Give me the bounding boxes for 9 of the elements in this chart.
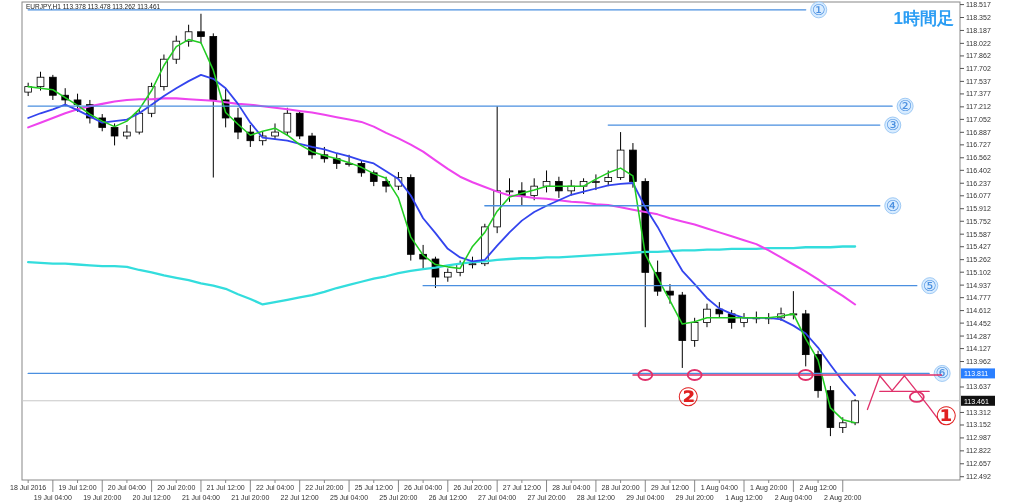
series-label: ④ bbox=[886, 196, 900, 214]
chart-title: 1時間足 bbox=[893, 9, 954, 28]
annotation: ① bbox=[934, 401, 957, 432]
series-label: ① bbox=[812, 0, 826, 18]
annotation: ② bbox=[676, 381, 699, 412]
series-label: ③ bbox=[886, 116, 900, 134]
series-label: ⑤ bbox=[923, 276, 937, 294]
series-label: ② bbox=[898, 97, 912, 115]
series-label: ⑥ bbox=[935, 364, 949, 382]
